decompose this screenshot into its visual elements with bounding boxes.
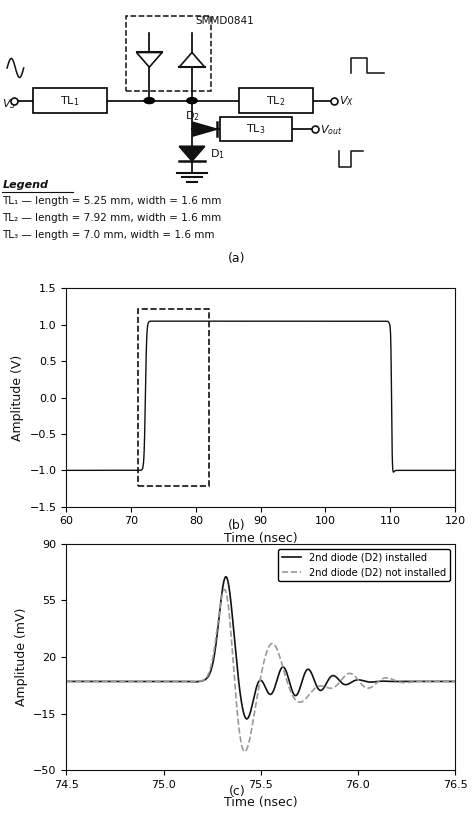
Polygon shape	[193, 123, 217, 136]
Bar	[220, 117, 292, 142]
Text: $V_X$: $V_X$	[339, 95, 354, 109]
Polygon shape	[179, 147, 205, 161]
Polygon shape	[137, 53, 162, 68]
Text: $V_S$: $V_S$	[2, 97, 17, 111]
2nd diode (D2) not installed	[204, 672, 210, 681]
Text: (b): (b)	[228, 519, 246, 532]
Text: TL$_2$: TL$_2$	[266, 94, 286, 107]
2nd diode (D2) not installed	[293, 695, 299, 705]
2nd diode (D2) not installed	[64, 677, 69, 686]
2nd diode (D2) not installed	[83, 677, 89, 686]
Circle shape	[144, 97, 155, 104]
2nd diode (D2) installed	[373, 677, 378, 686]
2nd diode (D2) installed	[223, 572, 229, 582]
2nd diode (D2) installed	[352, 676, 357, 686]
2nd diode (D2) installed	[452, 677, 458, 686]
2nd diode (D2) installed	[244, 714, 250, 723]
Line: 2nd diode (D2) installed: 2nd diode (D2) installed	[66, 577, 455, 719]
Bar	[33, 88, 107, 113]
Text: Legend: Legend	[2, 180, 48, 190]
X-axis label: Time (nsec): Time (nsec)	[224, 796, 298, 808]
Y-axis label: Amplitude (V): Amplitude (V)	[11, 354, 24, 441]
Polygon shape	[179, 53, 205, 68]
2nd diode (D2) not installed	[221, 584, 227, 594]
2nd diode (D2) not installed	[452, 677, 458, 686]
Text: TL₂ — length = 7.92 mm, width = 1.6 mm: TL₂ — length = 7.92 mm, width = 1.6 mm	[2, 213, 222, 222]
2nd diode (D2) installed	[204, 673, 210, 683]
Bar	[126, 16, 211, 91]
Line: 2nd diode (D2) not installed: 2nd diode (D2) not installed	[66, 589, 455, 751]
Text: TL$_3$: TL$_3$	[246, 122, 265, 136]
Bar	[137, 309, 209, 486]
Text: SMMD0841: SMMD0841	[196, 16, 255, 26]
2nd diode (D2) not installed	[352, 671, 357, 681]
Text: TL$_1$: TL$_1$	[60, 94, 80, 107]
Legend: 2nd diode (D2) installed, 2nd diode (D2) not installed: 2nd diode (D2) installed, 2nd diode (D2)…	[278, 549, 450, 582]
Text: $V_{out}$: $V_{out}$	[320, 124, 343, 137]
2nd diode (D2) not installed	[242, 747, 247, 756]
2nd diode (D2) installed	[64, 677, 69, 686]
Y-axis label: Amplitude (mV): Amplitude (mV)	[15, 608, 27, 706]
2nd diode (D2) installed	[83, 677, 89, 686]
2nd diode (D2) not installed	[310, 685, 316, 695]
Text: (a): (a)	[228, 252, 246, 265]
Text: D$_2$: D$_2$	[184, 109, 200, 123]
X-axis label: Time (nsec): Time (nsec)	[224, 532, 298, 545]
Text: D$_1$: D$_1$	[210, 147, 224, 161]
2nd diode (D2) installed	[310, 673, 316, 683]
2nd diode (D2) not installed	[373, 679, 378, 689]
Text: TL₁ — length = 5.25 mm, width = 1.6 mm: TL₁ — length = 5.25 mm, width = 1.6 mm	[2, 196, 222, 206]
Text: TL₃ — length = 7.0 mm, width = 1.6 mm: TL₃ — length = 7.0 mm, width = 1.6 mm	[2, 230, 215, 240]
Bar	[239, 88, 313, 113]
Text: (c): (c)	[228, 785, 246, 798]
Circle shape	[187, 97, 197, 104]
2nd diode (D2) installed	[293, 691, 299, 700]
